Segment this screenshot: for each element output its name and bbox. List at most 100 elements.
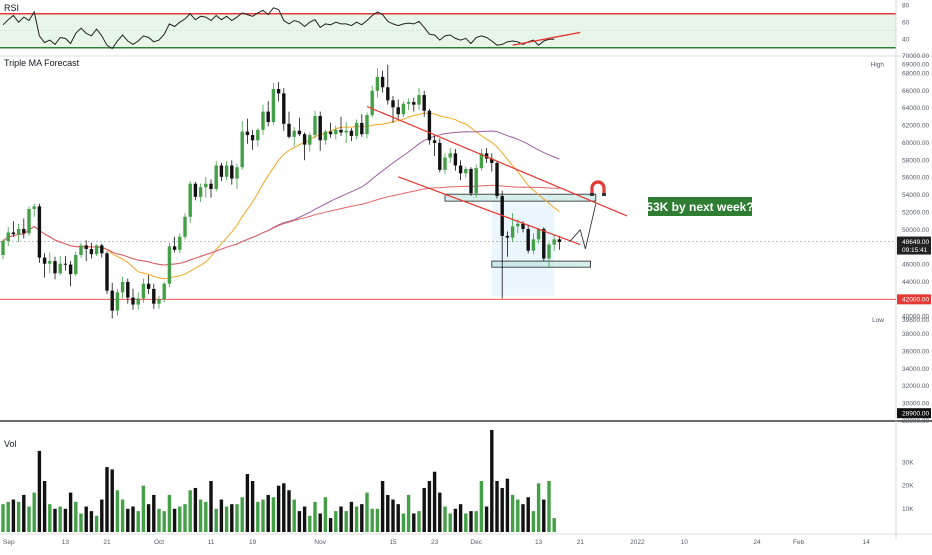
volume-bar (547, 481, 551, 532)
x-tick-label: 2022 (630, 539, 645, 546)
candle-body (557, 239, 562, 242)
candle-body (178, 236, 182, 250)
price-tick-label: 30000.00 (902, 401, 929, 408)
candle-body (344, 130, 348, 133)
candle (219, 162, 224, 182)
candle (136, 292, 140, 310)
candle (79, 242, 83, 258)
volume-bar (365, 492, 369, 532)
rsi-pane: 80 60 40 RSI (0, 2, 910, 50)
price-tick-label: 64000.00 (902, 105, 929, 112)
candle (42, 253, 47, 278)
candle-body (396, 107, 400, 115)
candle (276, 82, 281, 102)
volume-bar (292, 499, 296, 532)
volume-bar (386, 494, 390, 532)
volume-bar (370, 508, 374, 532)
candle (48, 252, 52, 274)
candle (479, 148, 484, 171)
candle (141, 278, 146, 303)
candle (131, 288, 135, 310)
volume-bar (136, 511, 140, 532)
candle-body (464, 168, 468, 174)
volume-bar (16, 501, 21, 532)
candle-body (219, 165, 224, 177)
volume-bar (250, 481, 255, 532)
channel-lower-line (397, 176, 581, 246)
candle-body (282, 93, 286, 124)
volume-bar (510, 494, 515, 532)
volume-bar (22, 494, 26, 532)
candle-body (386, 87, 390, 101)
candle (328, 122, 333, 138)
volume-bar (474, 511, 478, 532)
volume-bar (68, 492, 73, 532)
volume-bar (542, 499, 546, 532)
x-tick-label: 21 (577, 539, 585, 546)
candle-body (198, 187, 203, 197)
candle-body (240, 131, 244, 168)
candle (245, 118, 250, 144)
candle (74, 251, 78, 276)
level-tag-text: 42000.00 (902, 297, 929, 304)
volume-bar (339, 506, 343, 532)
volume-bar (162, 511, 166, 532)
volume-bar (89, 511, 94, 532)
volume-bar (219, 499, 224, 532)
x-tick-label: 14 (863, 539, 871, 546)
volume-bar (490, 430, 494, 532)
candle (37, 203, 42, 263)
resistance-box (444, 193, 597, 202)
x-tick-label: 24 (753, 539, 761, 546)
candle-body (79, 245, 83, 256)
candle (266, 101, 270, 127)
candle (438, 138, 442, 173)
candle (282, 88, 286, 131)
volume-bar (32, 492, 36, 532)
volume-bar (323, 497, 328, 532)
candle-body (292, 130, 296, 137)
candle-body (16, 228, 21, 235)
volume-bar (120, 499, 125, 532)
x-tick-label: Dec (470, 539, 482, 546)
rsi-tick-label: 60 (902, 19, 910, 26)
candle (120, 276, 125, 299)
volume-bar (453, 508, 458, 532)
volume-bar (204, 501, 208, 532)
x-tick-label: 23 (431, 539, 439, 546)
candle (271, 82, 276, 125)
candle (474, 164, 478, 198)
candle-body (370, 90, 374, 116)
price-tick-label: 54000.00 (902, 192, 929, 199)
candle (292, 127, 296, 147)
candle (89, 242, 94, 259)
magnet-tip-right (602, 193, 606, 196)
volume-bar (297, 511, 302, 532)
candle (22, 218, 26, 239)
volume-pane: Vol 30K 20K 10K (0, 430, 932, 535)
candle-body (94, 245, 99, 255)
candle (6, 227, 10, 247)
candle-body (172, 246, 177, 250)
x-tick-label: Nov (314, 539, 326, 546)
volume-bar (328, 518, 333, 532)
candle-body (157, 299, 161, 304)
magnet-tip-left (590, 193, 594, 196)
candle (557, 235, 562, 250)
candle-body (510, 226, 515, 238)
high-value: 69000.00 (902, 62, 929, 69)
candle-body (438, 142, 442, 170)
candle (334, 125, 338, 140)
candle (412, 97, 416, 112)
volume-bar (427, 481, 432, 532)
price-tick-label: 46000.00 (902, 262, 929, 269)
candle (386, 64, 390, 105)
volume-bar (74, 501, 78, 532)
candle (396, 99, 400, 120)
x-axis: Sep 13 21 Oct 11 19 Nov 15 23 Dec 13 21 2022 10 24 Feb 1… (3, 539, 870, 546)
candle-body (141, 283, 146, 299)
candle (344, 122, 348, 143)
price-tick-label: 40000.00 (902, 314, 929, 321)
forecast-path-line (569, 203, 597, 250)
